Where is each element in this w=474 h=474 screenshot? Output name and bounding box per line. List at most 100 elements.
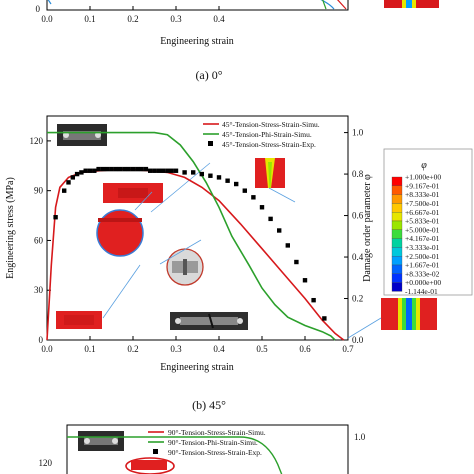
bottom-specimen-image: [78, 431, 124, 451]
x-tick-label: 0.4: [213, 344, 225, 354]
data-point-exp: [311, 297, 316, 303]
bottom-legend-label-1: 90°-Tension-Stress-Strain-Simu.: [168, 428, 266, 437]
colorbar-label: +9.167e-01: [405, 181, 440, 190]
main-chart: 0.0 0.1 0.2 0.3 0.4 0.5 0.6 0.7 0 30 60 90 120 0.0 0.2…: [5, 115, 473, 412]
top-xlabel: Engineering strain: [160, 36, 234, 47]
top-curve-fragment-right: [320, 0, 335, 10]
top-x-tick-label: 0.2: [127, 14, 138, 24]
data-point-exp: [294, 259, 299, 265]
y-axis-title-right: Damage order parameter φ: [362, 174, 373, 282]
colorbar-step: [391, 212, 403, 222]
x-tick-label: 0.5: [256, 344, 268, 354]
colorbar-legend: φ +1.000e+00+9.167e-01+8.333e-01+7.500e-…: [383, 148, 473, 296]
colorbar-label: +3.333e-01: [405, 243, 440, 252]
data-point-exp: [165, 168, 170, 173]
colorbar-step: [391, 256, 403, 266]
x-tick-label: 0.2: [127, 344, 138, 354]
colorbar-label: +5.000e-01: [405, 225, 440, 234]
top-contour-fragment: [384, 0, 439, 8]
bottom-legend-label-3: 90°-Tension-Stress-Strain-Exp.: [168, 448, 262, 457]
y-tick-label: 0: [39, 335, 44, 345]
data-point-exp: [173, 168, 179, 173]
data-point-exp: [62, 188, 67, 193]
colorbar-label: +4.167e-01: [405, 234, 440, 243]
data-point-exp: [117, 166, 123, 172]
data-point-exp: [148, 168, 153, 173]
colorbar-step: [391, 282, 403, 292]
legend-label-phi-simu: 45°-Tension-Phi-Strain-Simu.: [222, 130, 312, 139]
colorbar-label: +1.000e+00: [405, 173, 441, 182]
legend: 45°-Tension-Stress-Strain-Simu. 45°-Tens…: [200, 118, 343, 150]
top-caption: (a) 0°: [195, 68, 222, 82]
data-point-exp: [234, 181, 239, 187]
data-point-exp: [160, 168, 166, 173]
x-axis-title: Engineering strain: [160, 362, 234, 373]
x-tick-label: 0.6: [299, 344, 311, 354]
fracture-photo-circle: [166, 248, 204, 286]
top-curve-fragment: [47, 0, 52, 5]
data-point-exp: [74, 171, 80, 177]
colorbar-steps: +1.000e+00+9.167e-01+8.333e-01+7.500e-01…: [391, 173, 441, 296]
data-point-exp: [208, 173, 213, 178]
top-x-tick-label: 0.0: [41, 14, 53, 24]
data-point-exp: [259, 205, 265, 210]
specimen-image-initial: [57, 124, 107, 146]
legend-label-stress-exp: 45°-Tension-Stress-Strain-Exp.: [222, 140, 316, 149]
data-point-exp: [277, 228, 282, 233]
y-right-tick-label: 0.4: [352, 252, 364, 262]
y-tick-label: 60: [34, 235, 44, 245]
specimen-contour-final: [381, 298, 437, 330]
colorbar-label: +1.667e-01: [405, 261, 440, 270]
magnified-view-circle: [96, 191, 153, 257]
axis-ticks: 0.0 0.1 0.2 0.3 0.4 0.5 0.6 0.7 0 30 60 90 120 0.0 0.2…: [30, 128, 364, 354]
y-tick-label: 30: [34, 285, 44, 295]
data-point-exp: [135, 166, 140, 172]
y-right-tick-label: 1.0: [352, 128, 364, 138]
top-x-tick-label: 0.4: [213, 14, 225, 24]
colorbar-step: [391, 194, 403, 204]
data-point-exp: [113, 166, 118, 172]
bottom-panel: 90°-Tension-Stress-Strain-Simu. 90°-Tens…: [39, 424, 366, 474]
data-point-exp: [70, 175, 75, 180]
top-panel: 0 0.0 0.1 0.2 0.3 0.4 Engineering strain (a)…: [36, 0, 439, 82]
colorbar-label: +8.333e-02: [405, 269, 440, 278]
bottom-ytick-right: 1.0: [354, 432, 366, 442]
colorbar-label: +0.000e+00: [405, 278, 441, 287]
top-stress-fragment: [337, 0, 347, 10]
specimen-image-fractured: [170, 312, 248, 330]
top-x-tick-label: 0.1: [84, 14, 95, 24]
legend-swatch-stress-exp: [208, 141, 213, 146]
plot-frame: [46, 115, 349, 341]
y-tick-label: 90: [34, 186, 44, 196]
series-line-phi-simu: [47, 131, 336, 341]
data-point-exp: [87, 168, 93, 173]
data-point-exp: [322, 316, 327, 321]
series-layer: [46, 131, 345, 341]
data-point-exp: [122, 166, 127, 172]
specimen-contour-necking: [255, 158, 285, 188]
data-point-exp: [66, 180, 71, 185]
bottom-plot-frame: [66, 424, 349, 474]
data-point-exp: [100, 166, 106, 172]
legend-label-stress-simu: 45°-Tension-Stress-Strain-Simu.: [222, 120, 320, 129]
bottom-legend-swatch-3: [153, 449, 158, 454]
x-tick-label: 0.0: [41, 344, 53, 354]
y-tick-label: 120: [30, 136, 44, 146]
data-point-exp: [79, 170, 84, 175]
data-point-exp: [152, 168, 157, 173]
bottom-legend-label-2: 90°-Tension-Phi-Strain-Simu.: [168, 438, 258, 447]
colorbar-step: [391, 264, 403, 274]
specimen-contour-uniform: [103, 183, 163, 203]
data-point-exp: [105, 166, 110, 172]
bottom-ytick: 120: [39, 458, 53, 468]
data-point-exp: [143, 166, 149, 172]
caption-45: (b) 45°: [192, 398, 226, 412]
x-tick-label: 0.7: [342, 344, 354, 354]
colorbar-label: -1.144e-01: [405, 287, 438, 296]
bottom-specimen-contour: [125, 457, 175, 474]
colorbar-label: +6.667e-01: [405, 208, 440, 217]
data-point-exp: [242, 188, 247, 193]
specimen-contour-start: [56, 311, 102, 329]
